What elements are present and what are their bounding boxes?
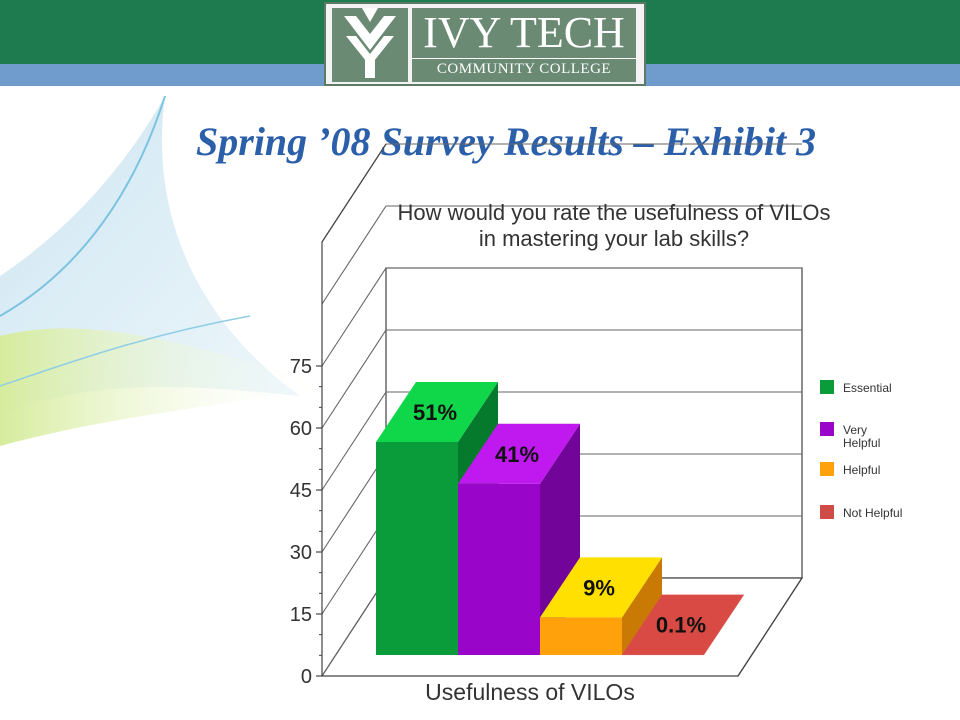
gridline-side bbox=[321, 267, 387, 367]
logo-line-2: COMMUNITY COLLEGE bbox=[412, 58, 636, 78]
data-label: 51% bbox=[413, 400, 457, 425]
chart-title: in mastering your lab skills? bbox=[479, 226, 749, 251]
bar bbox=[458, 483, 540, 655]
gridline-side bbox=[321, 205, 387, 305]
data-label: 0.1% bbox=[656, 613, 706, 638]
decorative-swoosh bbox=[0, 95, 330, 446]
legend-label: Essential bbox=[843, 381, 892, 395]
logo-wordmark: IVY TECH COMMUNITY COLLEGE bbox=[412, 8, 636, 82]
legend-label: Not Helpful bbox=[843, 506, 902, 520]
x-axis-label: Usefulness of VILOs bbox=[425, 679, 635, 705]
gridline-side bbox=[321, 577, 387, 677]
gridline-side bbox=[321, 391, 387, 491]
y-tick-label: 75 bbox=[290, 356, 312, 378]
y-tick-label: 60 bbox=[290, 418, 312, 440]
gridline-side bbox=[321, 453, 387, 553]
y-tick-label: 0 bbox=[301, 666, 312, 688]
legend-swatch bbox=[820, 380, 834, 394]
data-label: 9% bbox=[583, 575, 615, 600]
bar-side bbox=[704, 594, 744, 655]
bar bbox=[540, 617, 622, 655]
legend-label: Helpful bbox=[843, 463, 880, 477]
bar bbox=[622, 654, 704, 656]
bar-top bbox=[458, 423, 580, 484]
bar-top bbox=[622, 594, 744, 655]
legend-swatch bbox=[820, 505, 834, 519]
slide-title: Spring ’08 Survey Results – Exhibit 3 bbox=[196, 119, 817, 164]
legend-swatch bbox=[820, 422, 834, 436]
bar bbox=[376, 442, 458, 655]
chart-title: How would you rate the usefulness of VIL… bbox=[398, 200, 831, 225]
college-logo: IVY TECH COMMUNITY COLLEGE bbox=[324, 2, 646, 86]
floor-right-edge bbox=[737, 577, 803, 677]
legend-label: Very bbox=[843, 423, 867, 437]
data-label: 41% bbox=[495, 442, 539, 467]
y-tick-label: 45 bbox=[290, 480, 312, 502]
wall-top-edge bbox=[321, 143, 387, 243]
gridline-side bbox=[321, 515, 387, 615]
legend-swatch bbox=[820, 462, 834, 476]
bar-top bbox=[376, 382, 498, 442]
bar-side bbox=[622, 557, 662, 655]
logo-line-1: IVY TECH bbox=[423, 8, 625, 57]
gridline-side bbox=[321, 329, 387, 429]
ivy-leaf-icon bbox=[332, 8, 408, 82]
y-tick-label: 15 bbox=[290, 604, 312, 626]
y-tick-label: 30 bbox=[290, 542, 312, 564]
bar-top bbox=[540, 557, 662, 618]
legend-label: Helpful bbox=[843, 436, 880, 450]
